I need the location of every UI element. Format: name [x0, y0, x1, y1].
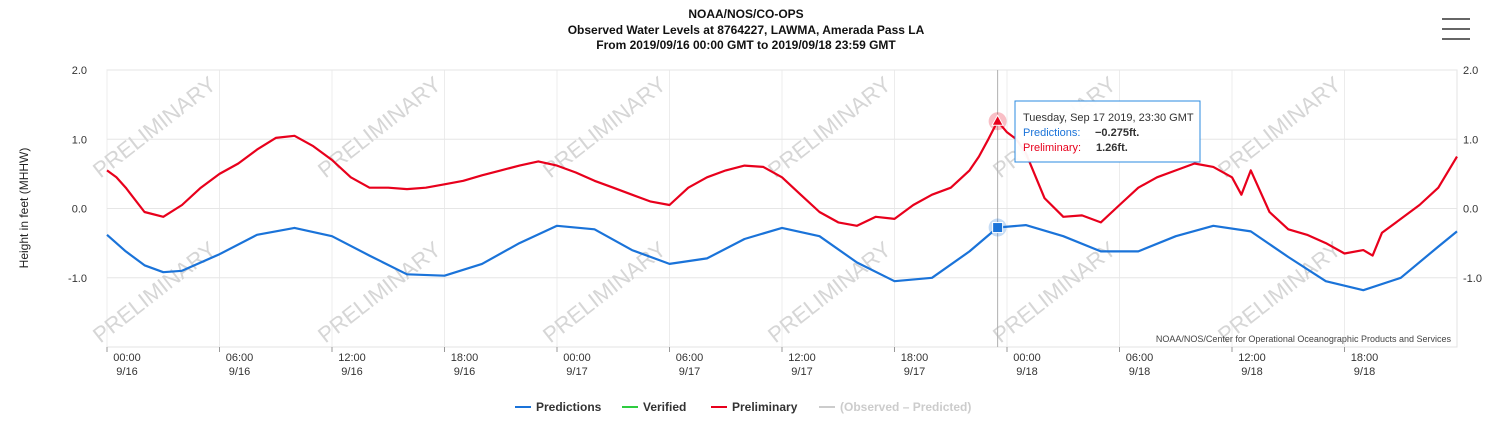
chart-title-line2: Observed Water Levels at 8764227, LAWMA,…: [568, 23, 925, 37]
x-tick-label-date: 9/17: [904, 366, 925, 378]
x-tick-label-date: 9/16: [229, 366, 250, 378]
x-tick-label-time: 00:00: [113, 352, 141, 364]
y-tick-label-left: 2.0: [72, 65, 87, 77]
legend-item-preliminary[interactable]: Preliminary: [711, 400, 798, 414]
preliminary-watermark: PRELIMINARY: [988, 236, 1121, 347]
tooltip-pred-value: −0.275ft.: [1095, 127, 1139, 139]
chart-title-line1: NOAA/NOS/CO-OPS: [688, 7, 803, 21]
x-tick-label-time: 00:00: [563, 352, 591, 364]
x-tick-label-date: 9/16: [454, 366, 475, 378]
x-tick-label-date: 9/17: [679, 366, 700, 378]
plot-area: 00:00 9/16 06:00 9/16 12:00 9/16 18:00 9/16 00:0…: [68, 65, 1482, 378]
legend-item-observed-minus-predicted[interactable]: (Observed – Predicted): [819, 400, 971, 414]
x-tick-label-time: 18:00: [901, 352, 929, 364]
y-tick-label-right: 2.0: [1463, 65, 1478, 77]
preliminary-hover-marker: [991, 114, 1004, 126]
preliminary-watermark: PRELIMINARY: [88, 236, 221, 347]
hover-tooltip: Tuesday, Sep 17 2019, 23:30 GMT Predicti…: [1014, 100, 1201, 163]
legend-label-verified: Verified: [643, 400, 686, 414]
y-axis-label: Height in feet (MHHW): [17, 148, 31, 269]
y-tick-label-right: 0.0: [1463, 204, 1478, 216]
menu-bar-1: [1442, 18, 1470, 20]
y-tick-label-right: -1.0: [1463, 273, 1482, 285]
legend-label-predictions: Predictions: [536, 400, 602, 414]
x-tick-label-date: 9/17: [566, 366, 587, 378]
preliminary-watermark: PRELIMINARY: [538, 236, 671, 347]
y-tick-label-left: -1.0: [68, 273, 87, 285]
x-tick-label-date: 9/16: [116, 366, 137, 378]
x-tick-label-time: 12:00: [788, 352, 816, 364]
x-tick-label-time: 18:00: [451, 352, 479, 364]
x-tick-label-time: 18:00: [1351, 352, 1379, 364]
preliminary-watermark: PRELIMINARY: [763, 236, 896, 347]
x-tick-label-time: 12:00: [338, 352, 366, 364]
preliminary-watermark: PRELIMINARY: [1213, 236, 1346, 347]
legend-label-preliminary: Preliminary: [732, 400, 798, 414]
y-tick-label-left: 1.0: [72, 134, 87, 146]
hamburger-menu-icon[interactable]: [1442, 18, 1470, 44]
preliminary-watermark: PRELIMINARY: [763, 71, 896, 182]
preliminary-watermark: PRELIMINARY: [313, 71, 446, 182]
tooltip-prelim-label: Preliminary:: [1023, 142, 1081, 154]
x-tick-label-date: 9/17: [791, 366, 812, 378]
legend-label-observed-minus-predicted: (Observed – Predicted): [840, 400, 971, 414]
x-tick-label-date: 9/18: [1354, 366, 1375, 378]
tooltip-box: [1014, 100, 1201, 163]
chart-title-line3: From 2019/09/16 00:00 GMT to 2019/09/18 …: [596, 38, 896, 52]
predictions-hover-marker: [992, 222, 1004, 234]
series-line-predictions: [106, 224, 1458, 292]
legend-item-predictions[interactable]: Predictions: [515, 400, 602, 414]
chart-legend: Predictions Verified Preliminary (Observ…: [515, 400, 971, 414]
y-tick-label-left: 0.0: [72, 204, 87, 216]
x-tick-label-time: 12:00: [1238, 352, 1266, 364]
tooltip-date: Tuesday, Sep 17 2019, 23:30 GMT: [1023, 112, 1194, 124]
preliminary-watermark: PRELIMINARY: [88, 71, 221, 182]
series-line-preliminary: [106, 120, 1458, 257]
menu-bar-2: [1442, 28, 1470, 30]
tooltip-pred-label: Predictions:: [1023, 127, 1080, 139]
x-tick-label-time: 06:00: [226, 352, 254, 364]
preliminary-watermark: PRELIMINARY: [1213, 71, 1346, 182]
x-tick-label-date: 9/18: [1241, 366, 1262, 378]
x-tick-label-time: 00:00: [1013, 352, 1041, 364]
x-tick-label-time: 06:00: [1126, 352, 1154, 364]
x-tick-label-date: 9/18: [1016, 366, 1037, 378]
y-tick-label-right: 1.0: [1463, 134, 1478, 146]
x-tick-label-time: 06:00: [676, 352, 704, 364]
tooltip-prelim-value: 1.26ft.: [1096, 142, 1128, 154]
menu-bar-3: [1442, 38, 1470, 40]
legend-item-verified[interactable]: Verified: [622, 400, 686, 414]
x-tick-label-date: 9/18: [1129, 366, 1150, 378]
credit-text: NOAA/NOS/Center for Operational Oceanogr…: [1156, 334, 1452, 344]
preliminary-watermark: PRELIMINARY: [313, 236, 446, 347]
x-tick-label-date: 9/16: [341, 366, 362, 378]
